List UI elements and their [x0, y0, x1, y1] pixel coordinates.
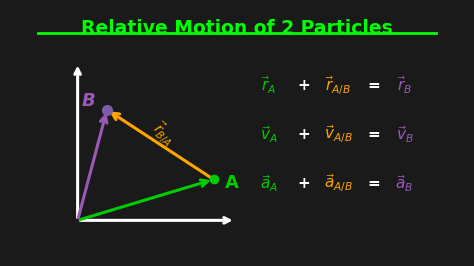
Text: +: + — [297, 78, 310, 93]
Text: $\vec{r}_{A/B}$: $\vec{r}_{A/B}$ — [326, 74, 351, 97]
Text: A: A — [225, 174, 238, 192]
Text: $\vec{v}_B$: $\vec{v}_B$ — [396, 124, 413, 145]
Text: +: + — [297, 127, 310, 142]
Text: $\vec{r}_{B/A}$: $\vec{r}_{B/A}$ — [148, 119, 180, 150]
Text: $\vec{a}_{A/B}$: $\vec{a}_{A/B}$ — [324, 173, 353, 194]
Text: B: B — [82, 92, 95, 110]
Text: $\vec{a}_B$: $\vec{a}_B$ — [395, 173, 414, 194]
Text: Relative Motion of 2 Particles: Relative Motion of 2 Particles — [81, 19, 393, 38]
Text: =: = — [367, 127, 380, 142]
Text: $\vec{v}_{A/B}$: $\vec{v}_{A/B}$ — [324, 123, 353, 145]
Text: $\vec{r}_B$: $\vec{r}_B$ — [397, 74, 412, 96]
Text: $\vec{r}_A$: $\vec{r}_A$ — [261, 74, 276, 96]
Text: =: = — [367, 78, 380, 93]
Text: $\vec{a}_A$: $\vec{a}_A$ — [260, 173, 278, 194]
Text: $\vec{v}_A$: $\vec{v}_A$ — [260, 124, 277, 145]
Text: +: + — [297, 176, 310, 191]
Text: =: = — [367, 176, 380, 191]
